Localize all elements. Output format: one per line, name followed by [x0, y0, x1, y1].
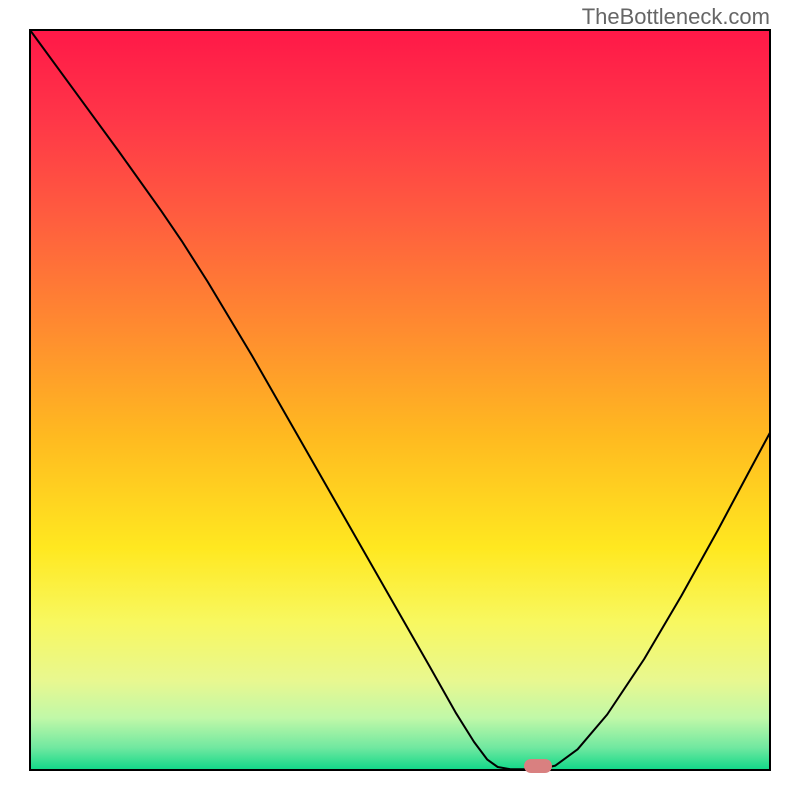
chart-container: TheBottleneck.com [0, 0, 800, 800]
bottleneck-curve [30, 30, 770, 769]
watermark-text: TheBottleneck.com [582, 4, 770, 30]
plot-border [30, 30, 770, 770]
optimal-marker [524, 759, 552, 773]
chart-svg [0, 0, 800, 800]
